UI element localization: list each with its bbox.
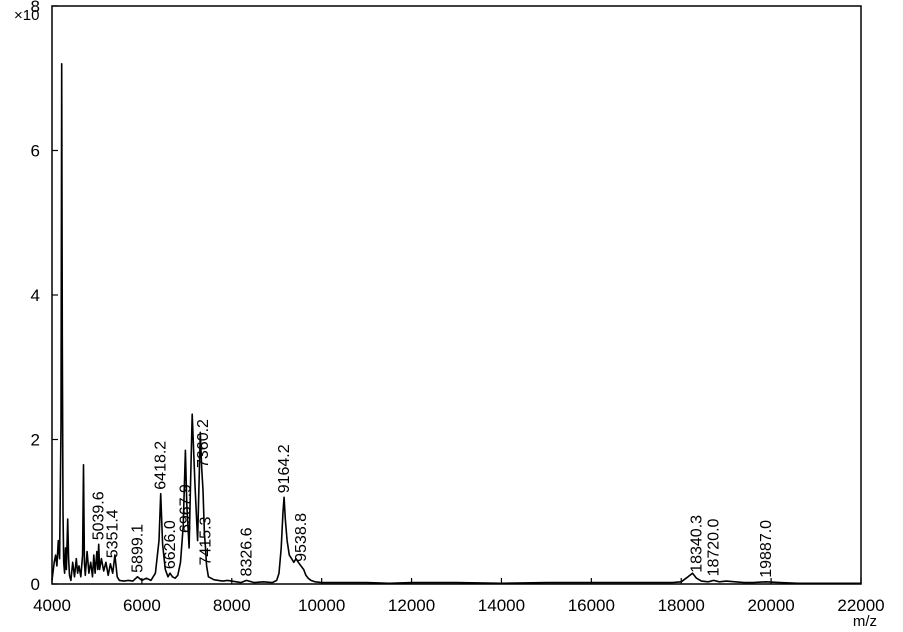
y-tick-label: 2 xyxy=(31,431,40,450)
plot-frame xyxy=(51,5,862,585)
peak-label: 6967.9 xyxy=(177,484,194,533)
x-tick-label: 18000 xyxy=(658,596,705,615)
peak-label: 9538.8 xyxy=(293,513,310,562)
peak-label: 19887.0 xyxy=(758,520,775,578)
peak-label: 5039.6 xyxy=(91,491,108,540)
peak-label: 5899.1 xyxy=(129,524,146,573)
y-multiplier-label: ×10 xyxy=(14,7,39,24)
spectrum-line xyxy=(51,63,861,585)
x-axis-ticks: 4000 6000 8000 10000 12000 14000 16000 18000 200… xyxy=(33,578,885,615)
x-tick-label: 22000 xyxy=(837,596,884,615)
peak-label: 6626.0 xyxy=(162,520,179,569)
peak-label: 7415.3 xyxy=(198,516,215,565)
x-axis-label: m/z xyxy=(853,613,877,630)
x-tick-label: 10000 xyxy=(298,596,345,615)
x-tick-label: 4000 xyxy=(33,596,71,615)
y-tick-label: 4 xyxy=(31,286,40,305)
peak-label: 7360.2 xyxy=(195,419,212,468)
y-axis-ticks: 0 2 4 6 8 xyxy=(31,0,58,594)
y-tick-label: 8 xyxy=(31,0,40,16)
x-tick-label: 8000 xyxy=(213,596,251,615)
x-tick-label: 16000 xyxy=(568,596,615,615)
x-tick-label: 6000 xyxy=(123,596,161,615)
peak-label: 18720.0 xyxy=(706,518,723,576)
peak-label: 5351.4 xyxy=(105,509,122,558)
x-tick-label: 14000 xyxy=(478,596,525,615)
y-tick-label: 0 xyxy=(31,575,40,594)
peak-label: 8326.6 xyxy=(238,527,255,576)
y-tick-label: 6 xyxy=(31,142,40,161)
peak-label: 9164.2 xyxy=(276,444,293,493)
peak-label: 6418.2 xyxy=(153,441,170,490)
x-tick-label: 20000 xyxy=(747,596,794,615)
x-tick-label: 12000 xyxy=(388,596,435,615)
peak-label: 18340.3 xyxy=(688,515,705,573)
